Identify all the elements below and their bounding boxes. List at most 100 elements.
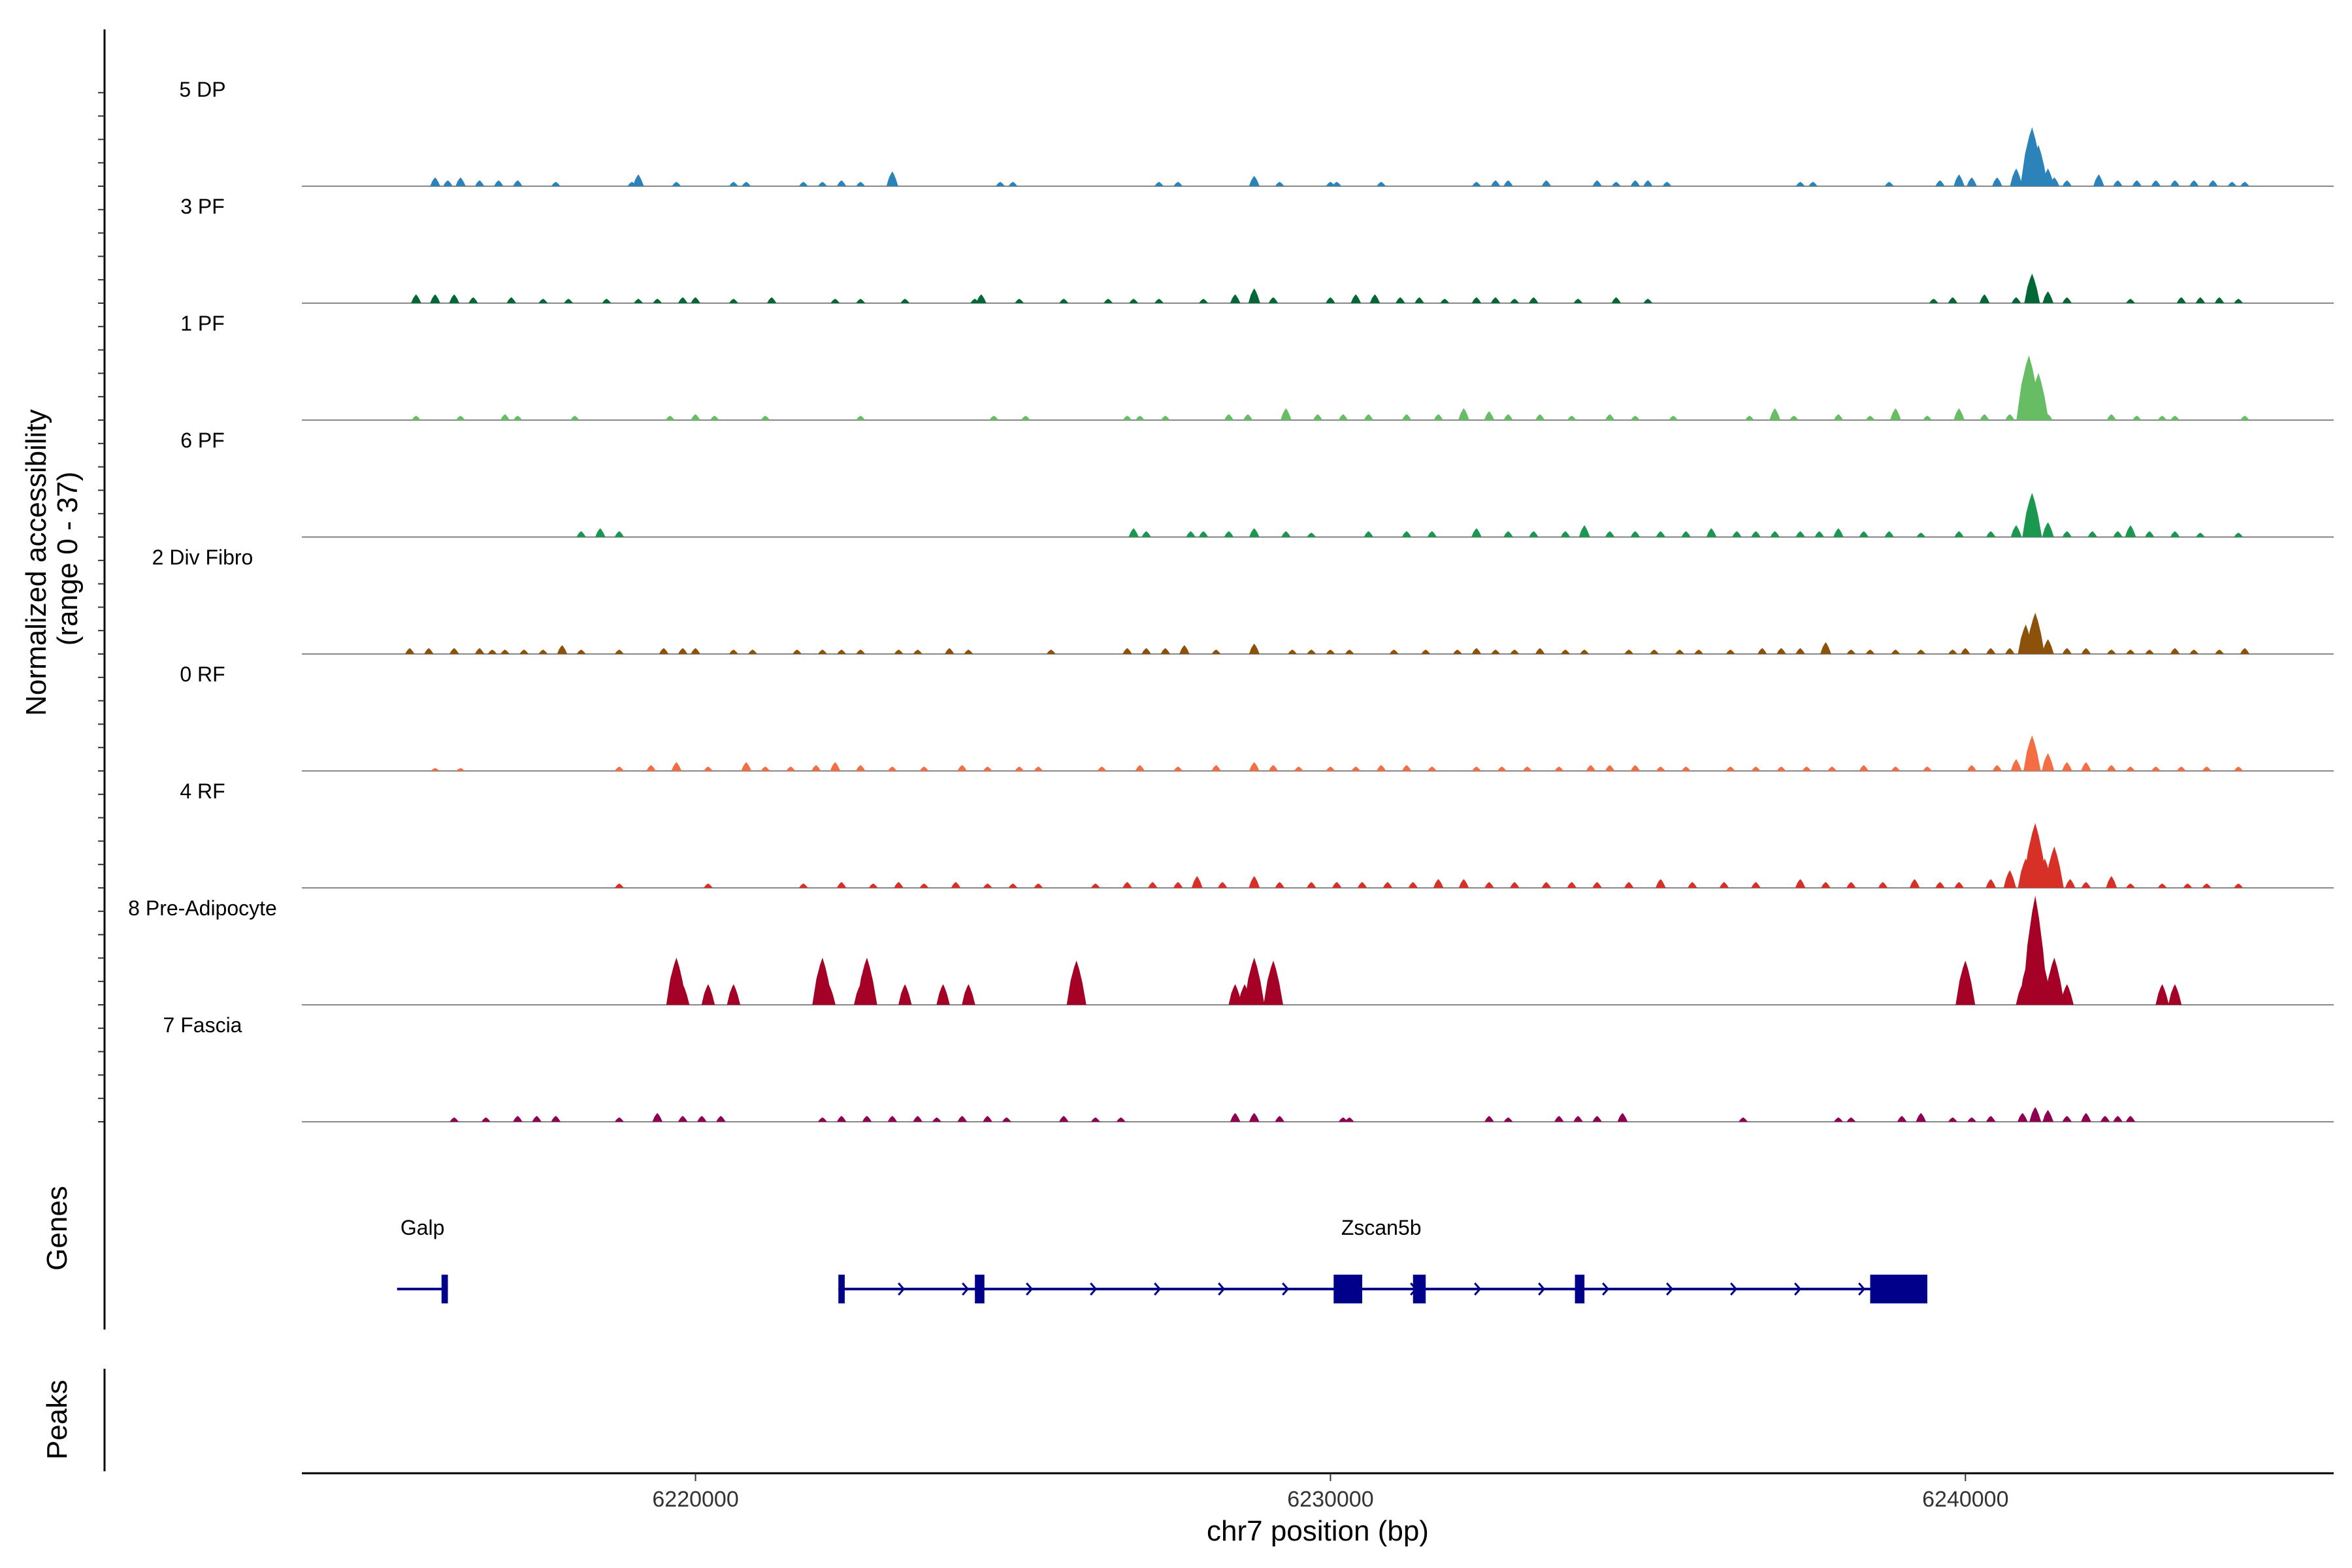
coverage-peak: [1034, 766, 1043, 771]
coverage-peak: [1979, 294, 1990, 303]
coverage-peak: [1281, 531, 1291, 537]
coverage-peak: [1249, 1113, 1260, 1122]
coverage-peak: [1751, 882, 1761, 888]
coverage-peak: [1954, 882, 1964, 888]
coverage-peak: [1992, 177, 2002, 186]
coverage-peak: [1377, 765, 1386, 771]
coverage-peak: [760, 766, 770, 771]
coverage-peak: [830, 299, 840, 303]
coverage-peak: [1955, 960, 1976, 1005]
coverage-peak: [1382, 882, 1393, 888]
coverage-peak: [729, 649, 738, 654]
coverage-peak: [614, 531, 625, 537]
coverage-peak: [1923, 416, 1932, 420]
coverage-peak: [1814, 531, 1824, 537]
track-label: 7 Fascia: [163, 1013, 242, 1037]
coverage-peak: [1503, 1117, 1513, 1122]
coverage-peak: [1351, 766, 1361, 771]
coverage-peak: [1440, 299, 1450, 303]
coverage-peak: [646, 765, 656, 771]
coverage-peak: [2126, 766, 2135, 771]
track-6-pf: 6 PF: [180, 429, 2334, 538]
coverage-peak: [1408, 882, 1418, 888]
coverage-peak: [1090, 1117, 1100, 1122]
coverage-peak: [964, 649, 973, 654]
coverage-peak: [513, 1116, 523, 1122]
coverage-peak: [1630, 180, 1641, 186]
coverage-peak: [760, 416, 770, 420]
coverage-peak: [1369, 294, 1380, 303]
coverage-peak: [2202, 883, 2212, 888]
x-tick-label: 6240000: [1922, 1487, 2008, 1512]
coverage-peak: [1586, 765, 1596, 771]
coverage-peak: [1458, 408, 1469, 420]
gene-exon: [975, 1275, 985, 1303]
coverage-peak: [996, 182, 1005, 186]
coverage-peak: [1948, 297, 1958, 303]
coverage-peak: [1307, 882, 1316, 888]
coverage-peak: [1846, 882, 1856, 888]
coverage-peak: [1472, 182, 1481, 186]
coverage-peak: [1249, 875, 1260, 888]
coverage-peak: [1751, 531, 1761, 537]
coverage-peak: [710, 416, 719, 420]
coverage-peak: [1884, 182, 1894, 186]
coverage-peak: [2132, 180, 2142, 186]
coverage-peak: [798, 182, 808, 186]
coverage-peak: [2049, 177, 2060, 186]
coverage-peak: [615, 883, 624, 888]
coverage-peak: [1662, 182, 1672, 186]
coverage-peak: [2100, 1116, 2110, 1122]
coverage-peak: [2170, 180, 2180, 186]
coverage-peak: [2044, 957, 2065, 1005]
strand-arrow: [1090, 1282, 1098, 1296]
coverage-peak: [691, 648, 700, 654]
coverage-peak: [1535, 414, 1545, 420]
coverage-peak: [1535, 648, 1545, 654]
coverage-peak: [449, 294, 459, 303]
coverage-peak: [1757, 648, 1767, 654]
coverage-peak: [913, 649, 923, 654]
coverage-peak: [1567, 882, 1576, 888]
coverage-peak: [1510, 882, 1520, 888]
coverage-peak: [898, 984, 912, 1005]
coverage-peak: [1268, 297, 1279, 303]
gene-exon: [1575, 1275, 1585, 1303]
coverage-peak: [1967, 177, 1977, 186]
coverage-peak: [1554, 1116, 1564, 1122]
track-1-pf: 1 PF: [180, 312, 2334, 421]
coverage-peak: [2113, 1116, 2123, 1122]
y-axis-title-line1: Normalized accessibility: [20, 409, 52, 715]
strand-arrow: [1154, 1282, 1162, 1296]
coverage-peak: [2023, 735, 2041, 771]
coverage-peak: [1560, 531, 1571, 537]
coverage-peak: [1916, 649, 1926, 654]
coverage-peak: [2155, 984, 2169, 1005]
coverage-peak: [1015, 766, 1024, 771]
gene-label: Zscan5b: [1341, 1216, 1422, 1239]
coverage-peak: [2043, 414, 2053, 420]
coverage-peak: [1248, 288, 1260, 303]
coverage-peak: [2029, 144, 2048, 186]
coverage-peak: [1573, 1116, 1583, 1122]
coverage-peak: [2240, 182, 2249, 186]
coverage-peak: [2062, 1116, 2072, 1122]
coverage-peak: [1980, 414, 1989, 420]
coverage-peak: [1820, 642, 1831, 654]
coverage-peak: [1244, 957, 1265, 1005]
coverage-peak: [1249, 528, 1260, 537]
coverage-peak: [2106, 765, 2116, 771]
coverage-peak: [704, 766, 713, 771]
coverage-peak: [1497, 766, 1507, 771]
coverage-peak: [1154, 299, 1164, 303]
coverage-peak: [1350, 294, 1362, 303]
track-7-fascia: 7 Fascia: [163, 1013, 2334, 1122]
coverage-peak: [856, 416, 866, 420]
coverage-peak: [2005, 648, 2015, 654]
coverage-peak: [2195, 297, 2206, 303]
track-label: 6 PF: [180, 429, 225, 452]
coverage-peak: [1592, 882, 1602, 888]
gene-exon: [1333, 1275, 1363, 1303]
coverage-left-axis: [98, 29, 106, 1126]
coverage-peak: [1541, 180, 1552, 186]
